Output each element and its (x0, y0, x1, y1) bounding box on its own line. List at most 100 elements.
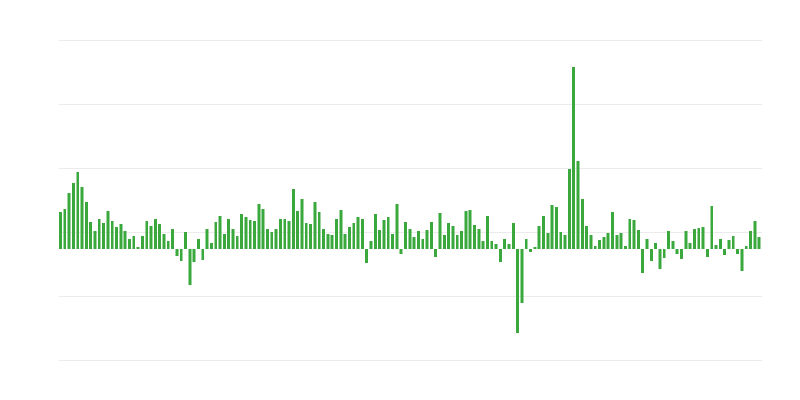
bar (253, 221, 256, 249)
bar (218, 216, 222, 249)
bar (175, 249, 179, 256)
bar (71, 183, 75, 249)
bar (304, 223, 308, 249)
bar (455, 235, 459, 249)
bar (524, 239, 528, 249)
bar (429, 222, 433, 249)
bar (378, 230, 382, 249)
bar (606, 233, 610, 249)
bar (335, 219, 338, 249)
bar (248, 220, 252, 249)
bar (287, 221, 291, 249)
bar (585, 226, 589, 249)
bar (231, 229, 235, 249)
bar (343, 234, 347, 249)
bar (641, 249, 645, 273)
bar (145, 221, 149, 249)
bar (123, 231, 127, 249)
bar (447, 223, 451, 249)
bar (149, 226, 153, 249)
bar (425, 230, 429, 249)
bar (636, 230, 640, 249)
bar (330, 235, 334, 249)
bar (434, 249, 438, 257)
bar (84, 202, 88, 249)
bar (244, 217, 248, 249)
bar (442, 235, 446, 249)
bar (468, 210, 472, 249)
bar (473, 225, 476, 249)
bar (710, 206, 714, 249)
bar (692, 229, 696, 249)
bar (184, 232, 187, 249)
bar (283, 219, 287, 249)
bar (464, 211, 468, 249)
bar (192, 249, 196, 262)
bar (326, 234, 330, 249)
bar (757, 237, 761, 249)
bar (753, 221, 757, 249)
bar (589, 235, 593, 249)
bar (97, 219, 101, 249)
bar (171, 229, 175, 249)
bar (360, 219, 364, 249)
bar (59, 212, 62, 249)
bar (572, 67, 576, 249)
bar (261, 209, 265, 249)
bar (153, 219, 157, 249)
bar (309, 224, 313, 249)
bar (382, 220, 386, 249)
bar (623, 246, 627, 249)
bar (662, 249, 666, 258)
bar (511, 223, 515, 249)
bar (701, 227, 705, 249)
bar (736, 249, 740, 254)
bar (697, 228, 701, 249)
bar (412, 237, 416, 249)
bar (222, 234, 226, 249)
bar (705, 249, 709, 257)
bar (102, 223, 106, 249)
bar (63, 209, 67, 249)
bar (460, 231, 464, 249)
bar (365, 249, 369, 263)
bar (240, 214, 244, 249)
bar (649, 249, 653, 261)
bar (537, 226, 541, 249)
bar (317, 212, 321, 249)
bar (205, 229, 209, 249)
bar (498, 249, 502, 262)
bar (404, 222, 407, 249)
bar (313, 202, 317, 249)
bar (235, 236, 239, 249)
bar (554, 207, 558, 249)
bar (593, 246, 597, 249)
bar (481, 241, 485, 249)
bar (550, 205, 554, 249)
bar (602, 237, 606, 249)
bar (503, 239, 507, 249)
bar (529, 249, 533, 252)
bar (197, 239, 200, 249)
bar (391, 234, 394, 249)
bar (209, 243, 213, 249)
bar (67, 193, 71, 249)
bar (162, 234, 166, 249)
bar (576, 161, 580, 249)
bar (89, 222, 93, 249)
bar (740, 249, 744, 271)
bar (386, 217, 390, 249)
bar (347, 227, 351, 249)
bar (671, 241, 675, 249)
bar (645, 239, 649, 249)
bar (76, 172, 80, 249)
bar (658, 249, 662, 269)
bar (80, 187, 84, 249)
bar (559, 232, 563, 249)
bar (563, 235, 567, 249)
bar (727, 240, 731, 249)
bar (494, 244, 498, 249)
bar (227, 219, 231, 249)
bar (451, 226, 455, 249)
